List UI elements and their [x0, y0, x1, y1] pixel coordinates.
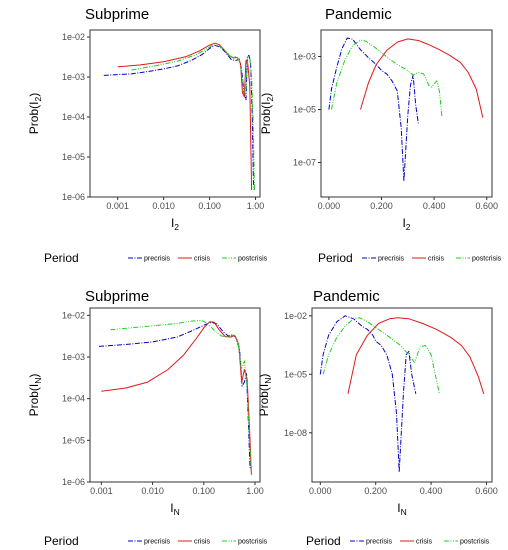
- series-line-postcrisis: [331, 39, 443, 118]
- y-tick-label: 1e-06: [62, 192, 85, 202]
- series-line-crisis: [360, 38, 484, 118]
- legend-label: precrisis: [144, 539, 171, 546]
- y-tick-label: 1e-08: [284, 428, 307, 438]
- x-tick-label: 0.100: [193, 486, 216, 496]
- legend: Period precrisis crisis postcrisis: [44, 534, 268, 548]
- y-axis-label: Prob(IN): [27, 374, 43, 417]
- x-tick-label: 0.200: [364, 486, 387, 496]
- legend-title: Period: [44, 251, 79, 265]
- chart-title: Pandemic: [325, 6, 392, 23]
- y-tick-label: 1e-03: [293, 52, 316, 62]
- y-tick-label: 1e-03: [62, 72, 85, 82]
- plot-frame: [320, 29, 493, 198]
- legend-label: precrisis: [144, 256, 171, 263]
- plot-frame: [89, 307, 261, 483]
- series-group: [103, 42, 255, 191]
- x-tick-label: 0.001: [106, 201, 129, 211]
- legend-label: postcrisis: [238, 256, 268, 263]
- legend: Period precrisis crisis postcrisis: [306, 534, 490, 548]
- y-axis-label: Prob(I2): [259, 93, 275, 134]
- x-tick-label: 0.400: [420, 486, 443, 496]
- x-tick-label: 0.200: [370, 201, 393, 211]
- y-tick-label: 1e-05: [284, 369, 307, 379]
- legend-label: postcrisis: [460, 539, 490, 546]
- series-line-postcrisis: [131, 44, 255, 191]
- series-line-precrisis: [98, 321, 251, 470]
- x-tick-label: 0.000: [309, 486, 332, 496]
- series-line-crisis: [117, 42, 253, 191]
- y-tick-label: 1e-04: [62, 394, 85, 404]
- y-tick-label: 1e-04: [62, 112, 85, 122]
- legend-title: Period: [318, 251, 353, 265]
- y-tick-label: 1e-02: [62, 310, 85, 320]
- chart-panel-2: Pandemic 0.000 0.200 0.400 0.600 1e-07 1e-05 1e…: [259, 6, 502, 265]
- plot-frame: [89, 29, 261, 198]
- legend-label: crisis: [428, 256, 444, 263]
- series-line-precrisis: [319, 315, 417, 473]
- legend-label: crisis: [194, 539, 210, 546]
- legend: Period precrisis crisis postcrisis: [44, 251, 268, 265]
- legend-label: precrisis: [378, 256, 405, 263]
- legend-label: postcrisis: [472, 256, 502, 263]
- x-tick-label: 0.100: [198, 201, 221, 211]
- series-line-postcrisis: [110, 320, 253, 475]
- x-axis-label: IN: [170, 501, 179, 517]
- y-tick-label: 1e-06: [62, 477, 85, 487]
- x-tick-label: 0.000: [318, 201, 341, 211]
- y-axis-label: Prob(I2): [27, 93, 43, 134]
- x-tick-label: 0.600: [475, 486, 498, 496]
- series-line-precrisis: [328, 37, 419, 182]
- series-group: [328, 37, 484, 182]
- y-tick-label: 1e-07: [293, 158, 316, 168]
- legend-label: postcrisis: [238, 539, 268, 546]
- legend-title: Period: [44, 534, 79, 548]
- legend-label: precrisis: [366, 539, 393, 546]
- series-group: [98, 320, 253, 475]
- x-axis-label: I2: [402, 216, 410, 232]
- x-tick-label: 0.600: [475, 201, 498, 211]
- chart-panel-1: Subprime 0.001 0.010 0.100 1.00 1e-06 1e-05 1e-…: [27, 6, 268, 265]
- x-tick-label: 0.010: [152, 201, 175, 211]
- chart-panel-3: Subprime 0.001 0.010 0.100 1.00 1e-06 1e-05 1e-…: [27, 288, 268, 548]
- chart-title: Pandemic: [313, 288, 380, 305]
- series-line-crisis: [347, 317, 485, 394]
- x-tick-label: 1.00: [246, 486, 264, 496]
- y-tick-label: 1e-05: [293, 105, 316, 115]
- y-tick-label: 1e-05: [62, 435, 85, 445]
- x-tick-label: 0.001: [90, 486, 113, 496]
- y-axis-label: Prob(IN): [257, 374, 273, 417]
- y-tick-label: 1e-02: [284, 311, 307, 321]
- y-tick-label: 1e-03: [62, 352, 85, 362]
- chart-title: Subprime: [85, 6, 149, 23]
- y-tick-label: 1e-02: [62, 32, 85, 42]
- legend-label: crisis: [194, 256, 210, 263]
- plot-frame: [311, 307, 493, 483]
- series-line-precrisis: [103, 44, 255, 191]
- x-tick-label: 0.010: [141, 486, 164, 496]
- x-axis-label: IN: [397, 501, 406, 517]
- x-axis-label: I2: [171, 216, 179, 232]
- series-line-crisis: [101, 321, 252, 475]
- x-tick-label: 1.00: [247, 201, 265, 211]
- chart-title: Subprime: [85, 288, 149, 305]
- chart-panel-4: Pandemic 0.000 0.200 0.400 0.600 1e-08 1e-05 1e…: [257, 288, 498, 548]
- y-tick-label: 1e-05: [62, 152, 85, 162]
- series-group: [319, 315, 485, 473]
- series-line-postcrisis: [322, 317, 440, 394]
- legend-label: crisis: [416, 539, 432, 546]
- x-tick-label: 0.400: [423, 201, 446, 211]
- legend: Period precrisis crisis postcrisis: [318, 251, 502, 265]
- legend-title: Period: [306, 534, 341, 548]
